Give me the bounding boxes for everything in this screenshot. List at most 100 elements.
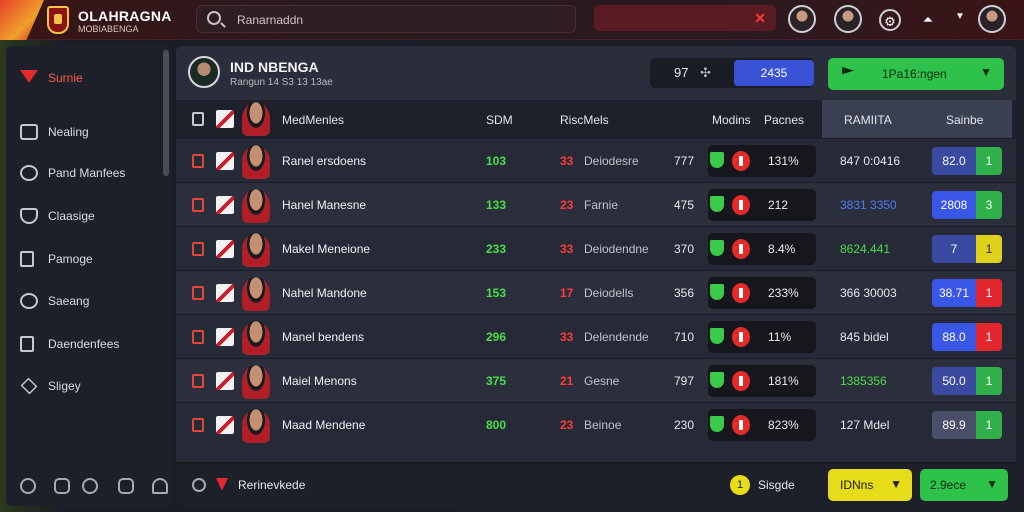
sidebar-item-sligey[interactable]: Sligey	[20, 376, 160, 398]
stat-count: 230	[674, 418, 695, 432]
table-row[interactable]: Hanel Manesne 133 23 Farnie 475 212 3831 3350 2…	[176, 182, 1016, 226]
sidebar-item-surnie[interactable]: Surnie	[20, 68, 160, 90]
form-widget[interactable]: 233%	[708, 277, 816, 309]
sidebar: Surnie Nealing Pand Manfees Claasige Pam…	[6, 46, 172, 506]
chat-icon[interactable]	[192, 478, 206, 492]
green-action-button[interactable]: 2.9ece ▼	[920, 469, 1008, 501]
sidebar-scrollbar[interactable]	[163, 50, 169, 176]
user-avatar-2[interactable]	[834, 5, 862, 33]
sidebar-item-pand-manfees[interactable]: Pand Manfees	[20, 163, 160, 185]
window-icon[interactable]	[54, 478, 70, 494]
col-value[interactable]: RAMIITA	[844, 113, 892, 127]
club-badge-icon	[192, 286, 204, 300]
search-bar[interactable]	[196, 5, 576, 33]
chevron-down-icon[interactable]: ▼	[955, 11, 965, 22]
score-chip[interactable]: 2435	[734, 60, 814, 86]
schedule-button[interactable]: 1Pa16:ngen ▼	[828, 58, 1004, 90]
team-avatar[interactable]	[188, 56, 220, 88]
shield-icon	[192, 112, 204, 126]
person-icon[interactable]	[152, 478, 168, 494]
table-row[interactable]: Maad Mendene 800 23 Beinoe 230 823% 127 Mdel 89…	[176, 402, 1016, 446]
col-player[interactable]: MedMenles	[282, 113, 345, 127]
player-name[interactable]: Hanel Manesne	[282, 198, 367, 212]
sidebar-item-saeang[interactable]: Saeang	[20, 291, 160, 313]
stat-risc-text: Deiodesre	[584, 154, 639, 168]
player-portrait	[242, 189, 270, 223]
shield-icon	[710, 416, 724, 432]
table-row[interactable]: Nahel Mandone 153 17 Deiodells 356 233% 366 30…	[176, 270, 1016, 314]
col-s1[interactable]: SDM	[486, 113, 513, 127]
club-badge-icon	[192, 242, 204, 256]
form-widget[interactable]: 212	[708, 189, 816, 221]
table-row[interactable]: Maiel Menons 375 21 Gesne 797 181% 1385356 50.0…	[176, 358, 1016, 402]
player-name[interactable]: Maad Mendene	[282, 418, 366, 432]
close-icon[interactable]: ✕	[754, 10, 766, 26]
player-portrait	[242, 365, 270, 399]
table-row[interactable]: Makel Meneione 233 33 Deiodendne 370 8.4% 8624…	[176, 226, 1016, 270]
rating-widget[interactable]: 38.71 1	[932, 279, 1002, 307]
score-widget[interactable]: 97 ✣ 2435	[650, 58, 814, 88]
sidebar-item-nealing[interactable]: Nealing	[20, 122, 160, 144]
search-input[interactable]	[237, 10, 557, 30]
col-rating[interactable]: Sainbe	[946, 113, 984, 127]
player-name[interactable]: Ranel ersdoens	[282, 154, 367, 168]
player-name[interactable]: Maiel Menons	[282, 374, 357, 388]
team-flag-icon	[216, 328, 234, 346]
alert-icon	[732, 415, 750, 435]
stat-count: 710	[674, 330, 695, 344]
chat-bubble-icon[interactable]	[20, 478, 36, 494]
player-name[interactable]: Manel bendens	[282, 330, 365, 344]
bus-icon[interactable]	[118, 478, 134, 494]
user-avatar-1[interactable]	[788, 5, 816, 33]
sidebar-item-daendenfees[interactable]: Daendenfees	[20, 334, 160, 356]
alert-field[interactable]: ✕	[594, 5, 776, 31]
rating-widget[interactable]: 89.9 1	[932, 411, 1002, 439]
brand-flag	[0, 0, 44, 40]
alert-icon	[732, 371, 750, 391]
form-widget[interactable]: 11%	[708, 321, 816, 353]
footer-stat: Sisgde	[758, 478, 795, 492]
form-widget[interactable]: 823%	[708, 409, 816, 441]
rating-value: 89.9	[932, 411, 976, 439]
form-widget[interactable]: 181%	[708, 365, 816, 397]
col-form[interactable]: Modins	[712, 113, 751, 127]
player-name[interactable]: Makel Meneione	[282, 242, 371, 256]
rating-widget[interactable]: 82.0 1	[932, 147, 1002, 175]
swap-icon: ✣	[700, 65, 711, 80]
rating-badge: 1	[976, 367, 1002, 395]
emoji-icon[interactable]	[82, 478, 98, 494]
yellow-action-button[interactable]: IDNns ▼	[828, 469, 912, 501]
stat-risc: 33	[560, 154, 574, 168]
form-widget[interactable]: 131%	[708, 145, 816, 177]
rating-widget[interactable]: 50.0 1	[932, 367, 1002, 395]
stat-count: 356	[674, 286, 695, 300]
club-crest-icon[interactable]	[47, 6, 69, 34]
col-s2[interactable]: RiscMels	[560, 113, 609, 127]
notification-bell-icon[interactable]: ⏶	[922, 12, 934, 27]
table-row[interactable]: Manel bendens 296 33 Delendende 710 11% 845 bi…	[176, 314, 1016, 358]
form-percent: 131%	[768, 154, 799, 168]
settings-icon[interactable]: ⚙	[879, 9, 901, 31]
sidebar-item-claasige[interactable]: Claasige	[20, 206, 160, 228]
stat-count: 475	[674, 198, 695, 212]
stat-badge: 1	[730, 475, 750, 495]
table-row[interactable]: Ranel ersdoens 103 33 Deiodesre 777 131% 847 0…	[176, 138, 1016, 182]
rating-widget[interactable]: 88.0 1	[932, 323, 1002, 351]
sidebar-item-label: Daendenfees	[48, 337, 120, 351]
profile-avatar[interactable]	[978, 5, 1006, 33]
document-icon	[20, 251, 34, 267]
header-highlight	[822, 100, 1012, 138]
player-name[interactable]: Nahel Mandone	[282, 286, 367, 300]
form-widget[interactable]: 8.4%	[708, 233, 816, 265]
sidebar-item-pamoge[interactable]: Pamoge	[20, 249, 160, 271]
search-icon	[207, 11, 221, 25]
club-badge-icon	[192, 154, 204, 168]
col-form-pct[interactable]: Pacnes	[764, 113, 805, 127]
app-subtitle: MOBIABENGA	[78, 24, 139, 34]
rating-widget[interactable]: 2808 3	[932, 191, 1002, 219]
sidebar-item-label: Claasige	[48, 209, 95, 223]
stat-risc: 21	[560, 374, 574, 388]
rating-value: 7	[932, 235, 976, 263]
stat-risc-text: Delendende	[584, 330, 649, 344]
